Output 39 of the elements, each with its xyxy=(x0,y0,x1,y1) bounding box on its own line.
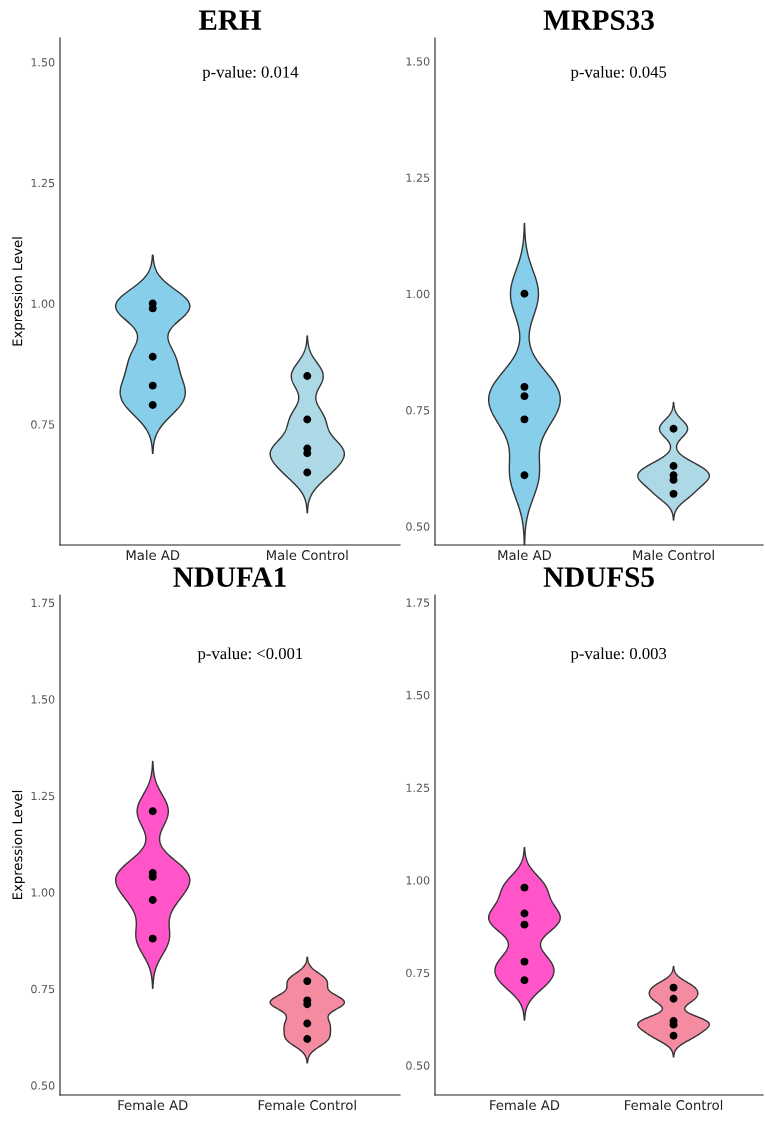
y-tick-label: 1.50 xyxy=(31,695,55,704)
y-tick-label: 0.50 xyxy=(406,522,430,531)
chart-title: NDUFA1 xyxy=(173,567,286,587)
y-tick-label: 1.50 xyxy=(31,58,55,67)
y-tick-label: 0.75 xyxy=(406,406,430,415)
x-tick-label: Male AD xyxy=(126,549,180,561)
x-tick-label: Female AD xyxy=(118,1099,188,1111)
y-tick-label: 1.50 xyxy=(406,57,430,66)
y-tick-label: 0.75 xyxy=(31,984,55,994)
annotation: p-value: 0.003 xyxy=(570,647,667,663)
y-tick-label: 1.00 xyxy=(31,888,55,897)
y-tick-label: 0.50 xyxy=(406,1061,430,1070)
x-tick-label: Male Control xyxy=(633,549,714,561)
x-tick-label: Female AD xyxy=(490,1099,560,1111)
y-tick-label: 1.00 xyxy=(406,289,430,299)
chart-title: NDUFS5 xyxy=(543,567,654,587)
annotation: p-value: <0.001 xyxy=(197,647,303,663)
x-tick-label: Female Control xyxy=(258,1099,356,1111)
y-axis-title: Expression Level xyxy=(12,790,25,900)
x-tick-label: Male Control xyxy=(267,549,348,561)
y-tick-label: 1.75 xyxy=(31,598,55,608)
y-tick-label: 1.00 xyxy=(406,876,430,885)
y-tick-label: 1.25 xyxy=(406,783,430,792)
x-tick-label: Male AD xyxy=(498,549,551,561)
annotation: p-value: 0.045 xyxy=(570,65,667,82)
y-tick-label: 0.75 xyxy=(31,420,55,429)
y-tick-label: 1.75 xyxy=(406,598,430,607)
y-tick-label: 1.25 xyxy=(31,791,55,801)
y-tick-label: 1.50 xyxy=(406,690,430,700)
y-axis-title: Expression Level xyxy=(12,237,25,346)
chart-title: ERH xyxy=(198,10,262,30)
y-tick-label: 0.75 xyxy=(406,968,430,978)
annotation: p-value: 0.014 xyxy=(202,65,299,82)
y-tick-label: 1.25 xyxy=(406,173,430,182)
x-tick-label: Female Control xyxy=(625,1099,723,1111)
chart-title: MRPS33 xyxy=(543,10,654,30)
y-tick-label: 1.25 xyxy=(31,178,55,188)
y-tick-label: 0.50 xyxy=(31,1081,55,1090)
y-tick-label: 1.00 xyxy=(31,299,55,308)
